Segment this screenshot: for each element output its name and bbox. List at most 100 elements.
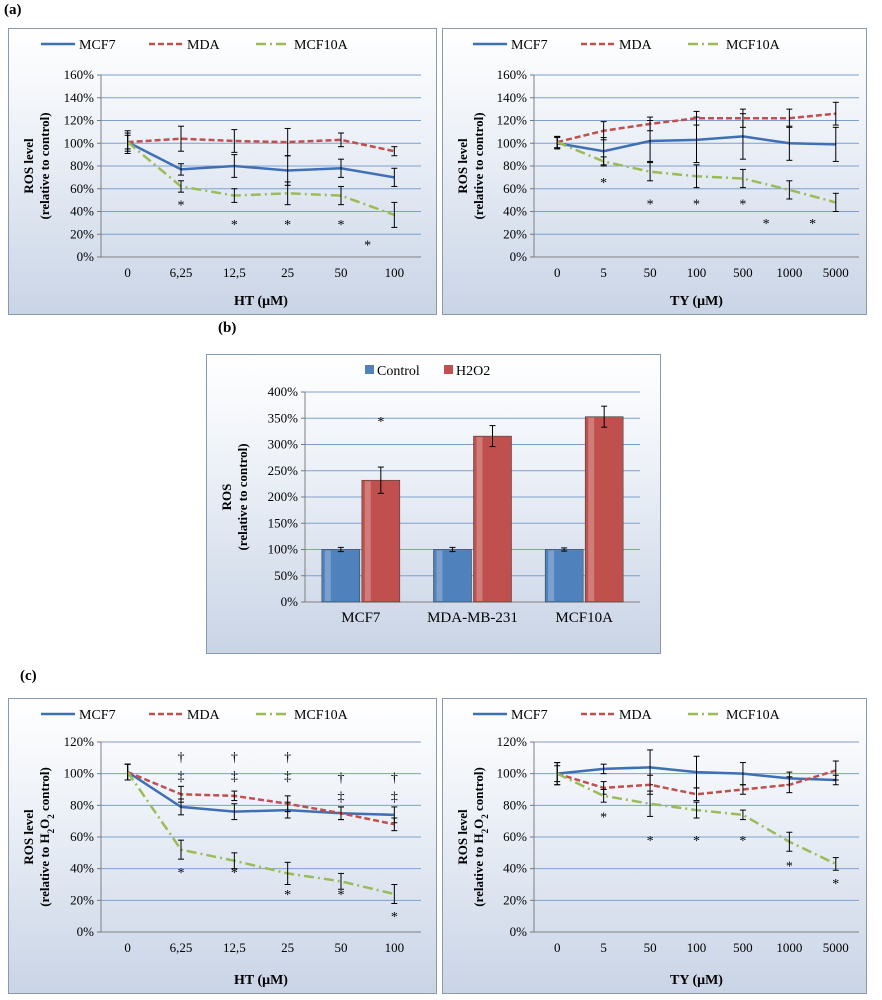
error-bar-mcf10a xyxy=(178,839,184,860)
x-tick-label: 25 xyxy=(281,940,294,955)
chart-svg: 0% 50% 100% 150% 200% 250% 300% 350% 400% MCF7 MDA… xyxy=(219,364,640,626)
error-bar-mcf10a xyxy=(284,181,291,206)
y-tick-label: 20% xyxy=(503,226,527,241)
error-bar-mcf10a xyxy=(124,130,131,154)
panel-label-b: (b) xyxy=(218,320,237,336)
error-bar-mda xyxy=(338,132,344,148)
error-bar-mda xyxy=(231,129,238,153)
y-tick-label: 150% xyxy=(268,515,299,530)
y-tick-label: 50% xyxy=(274,568,298,583)
significance-mark: * xyxy=(600,810,607,825)
legend-swatch-control xyxy=(365,365,374,374)
error-bar-mcf10a xyxy=(178,180,184,193)
panel-label-c: (c) xyxy=(20,668,37,684)
x-tick-label: 12,5 xyxy=(223,940,246,955)
bar-control-mcf7 xyxy=(321,549,361,603)
error-bar-mda xyxy=(391,817,398,832)
error-bar-control xyxy=(561,547,568,552)
y-tick-label: 0% xyxy=(510,249,528,264)
error-bar-mcf10a xyxy=(786,831,793,852)
y-tick-label: 40% xyxy=(70,204,94,219)
x-tick-label: 5 xyxy=(600,265,607,280)
significance-mark: † xyxy=(178,750,185,765)
chart-b-bar: 0% 50% 100% 150% 200% 250% 300% 350% 400% MCF7 MDA… xyxy=(206,354,661,654)
series-line-mcf10a xyxy=(126,141,395,217)
series-line-mcf7 xyxy=(126,771,395,817)
x-tick-label: 0 xyxy=(554,940,561,955)
bar-h2o2-mcf7 xyxy=(361,479,401,603)
error-bar-mcf7 xyxy=(178,163,184,176)
error-bar-mcf10a xyxy=(391,884,398,904)
x-tick-label: 0 xyxy=(554,265,561,280)
x-tick-label: 0 xyxy=(124,265,130,280)
y-tick-label: 100% xyxy=(64,766,95,781)
legend-label-mcf10a: MCF10A xyxy=(726,38,781,53)
error-bar-mcf10a xyxy=(391,201,398,228)
y-tick-label: 60% xyxy=(503,181,527,196)
y-axis-title: (relative to control) xyxy=(471,112,486,219)
chart-svg: 0% 20% 40% 60% 80% 100% 120% 0 5 50 100 500 1000 5000… xyxy=(455,708,859,988)
y-tick-label: 140% xyxy=(64,90,95,105)
error-bar-mcf10a xyxy=(786,180,793,200)
significance-mark: * xyxy=(178,866,185,881)
x-tick-label: 5 xyxy=(600,940,607,955)
y-axis-title: ROS level xyxy=(455,138,470,194)
error-bar-mcf7 xyxy=(600,763,607,775)
y-tick-label: 40% xyxy=(503,861,527,876)
chart-a-ht: 0% 20% 40% 60% 80% 100% 120% 140% 160% 0 6,25 12,5 2… xyxy=(8,28,437,315)
y-tick-label: 20% xyxy=(70,892,94,907)
series-line-mcf7 xyxy=(127,140,395,179)
significance-mark: † xyxy=(231,750,238,765)
y-axis-title: ROS level xyxy=(455,809,470,865)
error-bar-control xyxy=(337,546,344,553)
chart-c-ht: 0% 20% 40% 60% 80% 100% 120% 0 6,25 12,5 25 50 100 RO… xyxy=(8,698,437,994)
error-bar-mcf10a xyxy=(600,156,607,167)
significance-mark: * xyxy=(338,218,345,233)
y-tick-label: 80% xyxy=(503,797,527,812)
y-tick-label: 100% xyxy=(497,135,528,150)
legend-label-mcf7: MCF7 xyxy=(511,708,548,723)
y-tick-label: 0% xyxy=(77,924,95,939)
error-bar-mcf10a xyxy=(693,164,700,189)
y-axis-title: (relative to control) xyxy=(235,443,250,550)
x-tick-label: 1000 xyxy=(776,265,802,280)
error-bar-mcf10a xyxy=(693,801,700,819)
error-bar-mda xyxy=(231,790,238,802)
significance-mark: * xyxy=(231,866,238,881)
error-bar-mda xyxy=(284,795,291,813)
legend-label-mda: MDA xyxy=(187,38,221,53)
significance-mark: ‡ xyxy=(178,769,185,784)
bar-h2o2-mcf10a xyxy=(584,416,624,603)
error-bar-mcf10a xyxy=(284,861,291,885)
y-tick-label: 140% xyxy=(497,90,528,105)
series-line-mda xyxy=(127,770,395,826)
error-bar-mda xyxy=(647,116,654,132)
y-axis-title: (relative to H2O2 control) xyxy=(37,767,56,907)
y-tick-label: 20% xyxy=(70,226,94,241)
error-bar-mcf7 xyxy=(338,158,344,178)
x-tick-label: 100 xyxy=(385,940,405,955)
error-bar-mcf10a xyxy=(600,789,607,803)
significance-mark: * xyxy=(832,877,839,892)
y-tick-label: 40% xyxy=(70,861,94,876)
y-tick-label: 120% xyxy=(497,113,528,128)
y-tick-label: 400% xyxy=(268,384,299,399)
significance-mark: * xyxy=(284,888,291,903)
y-axis-title: (relative to control) xyxy=(37,112,52,219)
error-bar-mda xyxy=(693,787,700,802)
x-axis-title: HT (μM) xyxy=(234,973,288,988)
significance-mark: * xyxy=(377,415,384,430)
x-tick-label: MCF10A xyxy=(555,610,613,626)
series-line-mcf10a xyxy=(126,771,395,896)
significance-mark: † xyxy=(284,750,291,765)
significance-mark: * xyxy=(338,888,345,903)
significance-mark: * xyxy=(231,218,238,233)
significance-mark: * xyxy=(809,217,816,232)
significance-mark: * xyxy=(693,198,700,213)
error-bar-control xyxy=(449,546,456,553)
y-tick-label: 60% xyxy=(70,181,94,196)
y-tick-label: 160% xyxy=(497,67,528,82)
significance-mark: † xyxy=(338,771,345,786)
x-tick-label: 5000 xyxy=(823,265,849,280)
significance-mark: * xyxy=(763,217,770,232)
